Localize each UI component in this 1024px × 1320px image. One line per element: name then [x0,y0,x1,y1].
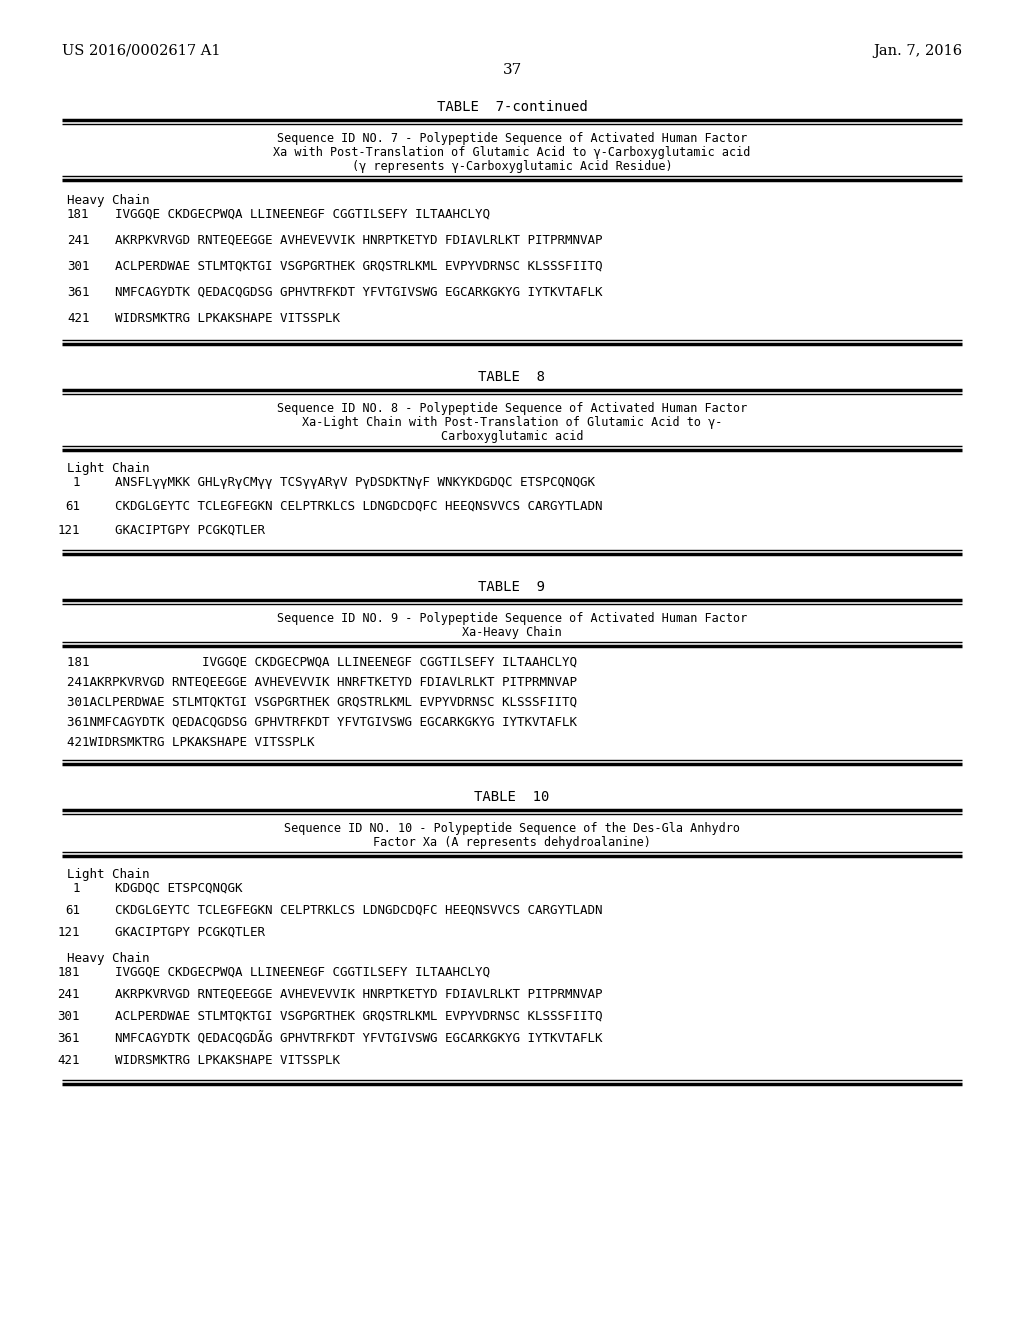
Text: 301ACLPERDWAE STLMTQKTGI VSGPGRTHEK GRQSTRLKML EVPYVDRNSC KLSSSFIITQ: 301ACLPERDWAE STLMTQKTGI VSGPGRTHEK GRQS… [67,696,577,709]
Text: GKACIPTGPY PCGKQTLER: GKACIPTGPY PCGKQTLER [115,927,265,939]
Text: TABLE  9: TABLE 9 [478,579,546,594]
Text: 181               IVGGQE CKDGECPWQA LLINEENEGF CGGTILSEFY ILTAAHCLYQ: 181 IVGGQE CKDGECPWQA LLINEENEGF CGGTILS… [67,656,577,669]
Text: Carboxyglutamic acid: Carboxyglutamic acid [440,430,584,444]
Text: IVGGQE CKDGECPWQA LLINEENEGF CGGTILSEFY ILTAAHCLYQ: IVGGQE CKDGECPWQA LLINEENEGF CGGTILSEFY … [115,209,490,220]
Text: CKDGLGEYTC TCLEGFEGKN CELPTRKLCS LDNGDCDQFC HEEQNSVVCS CARGYTLADN: CKDGLGEYTC TCLEGFEGKN CELPTRKLCS LDNGDCD… [115,500,602,513]
Text: 181: 181 [57,966,80,979]
Text: 421: 421 [57,1053,80,1067]
Text: Xa-Light Chain with Post-Translation of Glutamic Acid to γ-: Xa-Light Chain with Post-Translation of … [302,416,722,429]
Text: TABLE  10: TABLE 10 [474,789,550,804]
Text: 361: 361 [67,286,89,300]
Text: 361: 361 [57,1032,80,1045]
Text: GKACIPTGPY PCGKQTLER: GKACIPTGPY PCGKQTLER [115,524,265,537]
Text: Sequence ID NO. 7 - Polypeptide Sequence of Activated Human Factor: Sequence ID NO. 7 - Polypeptide Sequence… [276,132,748,145]
Text: Xa with Post-Translation of Glutamic Acid to γ-Carboxyglutamic acid: Xa with Post-Translation of Glutamic Aci… [273,147,751,158]
Text: WIDRSMKTRG LPKAKSHAPE VITSSPLK: WIDRSMKTRG LPKAKSHAPE VITSSPLK [115,312,340,325]
Text: TABLE  7-continued: TABLE 7-continued [436,100,588,114]
Text: 301: 301 [67,260,89,273]
Text: Sequence ID NO. 10 - Polypeptide Sequence of the Des-Gla Anhydro: Sequence ID NO. 10 - Polypeptide Sequenc… [284,822,740,836]
Text: Factor Xa (A represents dehydroalanine): Factor Xa (A represents dehydroalanine) [373,836,651,849]
Text: 61: 61 [65,904,80,917]
Text: NMFCAGYDTK QEDACQGDÃG GPHVTRFKDT YFVTGIVSWG EGCARKGKYG IYTKVTAFLK: NMFCAGYDTK QEDACQGDÃG GPHVTRFKDT YFVTGIV… [115,1032,602,1045]
Text: AKRPKVRVGD RNTEQEEGGE AVHEVEVVIK HNRPTKETYD FDIAVLRLKT PITPRMNVAP: AKRPKVRVGD RNTEQEEGGE AVHEVEVVIK HNRPTKE… [115,987,602,1001]
Text: Sequence ID NO. 9 - Polypeptide Sequence of Activated Human Factor: Sequence ID NO. 9 - Polypeptide Sequence… [276,612,748,624]
Text: CKDGLGEYTC TCLEGFEGKN CELPTRKLCS LDNGDCDQFC HEEQNSVVCS CARGYTLADN: CKDGLGEYTC TCLEGFEGKN CELPTRKLCS LDNGDCD… [115,904,602,917]
Text: 61: 61 [65,500,80,513]
Text: 241: 241 [67,234,89,247]
Text: WIDRSMKTRG LPKAKSHAPE VITSSPLK: WIDRSMKTRG LPKAKSHAPE VITSSPLK [115,1053,340,1067]
Text: 301: 301 [57,1010,80,1023]
Text: 1: 1 [73,477,80,488]
Text: 121: 121 [57,927,80,939]
Text: Xa-Heavy Chain: Xa-Heavy Chain [462,626,562,639]
Text: 37: 37 [503,63,521,77]
Text: 361NMFCAGYDTK QEDACQGDSG GPHVTRFKDT YFVTGIVSWG EGCARKGKYG IYTKVTAFLK: 361NMFCAGYDTK QEDACQGDSG GPHVTRFKDT YFVT… [67,715,577,729]
Text: 181: 181 [67,209,89,220]
Text: ACLPERDWAE STLMTQKTGI VSGPGRTHEK GRQSTRLKML EVPYVDRNSC KLSSSFIITQ: ACLPERDWAE STLMTQKTGI VSGPGRTHEK GRQSTRL… [115,260,602,273]
Text: Light Chain: Light Chain [67,462,150,475]
Text: TABLE  8: TABLE 8 [478,370,546,384]
Text: Sequence ID NO. 8 - Polypeptide Sequence of Activated Human Factor: Sequence ID NO. 8 - Polypeptide Sequence… [276,403,748,414]
Text: 1: 1 [73,882,80,895]
Text: US 2016/0002617 A1: US 2016/0002617 A1 [62,44,220,58]
Text: (γ represents γ-Carboxyglutamic Acid Residue): (γ represents γ-Carboxyglutamic Acid Res… [351,160,673,173]
Text: Jan. 7, 2016: Jan. 7, 2016 [872,44,962,58]
Text: 241: 241 [57,987,80,1001]
Text: Heavy Chain: Heavy Chain [67,194,150,207]
Text: NMFCAGYDTK QEDACQGDSG GPHVTRFKDT YFVTGIVSWG EGCARKGKYG IYTKVTAFLK: NMFCAGYDTK QEDACQGDSG GPHVTRFKDT YFVTGIV… [115,286,602,300]
Text: AKRPKVRVGD RNTEQEEGGE AVHEVEVVIK HNRPTKETYD FDIAVLRLKT PITPRMNVAP: AKRPKVRVGD RNTEQEEGGE AVHEVEVVIK HNRPTKE… [115,234,602,247]
Text: 121: 121 [57,524,80,537]
Text: Heavy Chain: Heavy Chain [67,952,150,965]
Text: 421WIDRSMKTRG LPKAKSHAPE VITSSPLK: 421WIDRSMKTRG LPKAKSHAPE VITSSPLK [67,737,314,748]
Text: 241AKRPKVRVGD RNTEQEEGGE AVHEVEVVIK HNRFTKETYD FDIAVLRLKT PITPRMNVAP: 241AKRPKVRVGD RNTEQEEGGE AVHEVEVVIK HNRF… [67,676,577,689]
Text: KDGDQC ETSPCQNQGK: KDGDQC ETSPCQNQGK [115,882,243,895]
Text: IVGGQE CKDGECPWQA LLINEENEGF CGGTILSEFY ILTAAHCLYQ: IVGGQE CKDGECPWQA LLINEENEGF CGGTILSEFY … [115,966,490,979]
Text: Light Chain: Light Chain [67,869,150,880]
Text: 421: 421 [67,312,89,325]
Text: ACLPERDWAE STLMTQKTGI VSGPGRTHEK GRQSTRLKML EVPYVDRNSC KLSSSFIITQ: ACLPERDWAE STLMTQKTGI VSGPGRTHEK GRQSTRL… [115,1010,602,1023]
Text: ANSFLγγMKK GHLγRγCMγγ TCSγγARγV PγDSDKTNγF WNKYKDGDQC ETSPCQNQGK: ANSFLγγMKK GHLγRγCMγγ TCSγγARγV PγDSDKTN… [115,477,595,488]
